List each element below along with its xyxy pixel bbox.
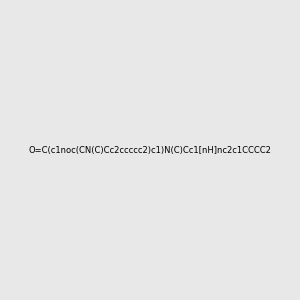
Text: O=C(c1noc(CN(C)Cc2ccccc2)c1)N(C)Cc1[nH]nc2c1CCCC2: O=C(c1noc(CN(C)Cc2ccccc2)c1)N(C)Cc1[nH]n… xyxy=(28,146,272,154)
